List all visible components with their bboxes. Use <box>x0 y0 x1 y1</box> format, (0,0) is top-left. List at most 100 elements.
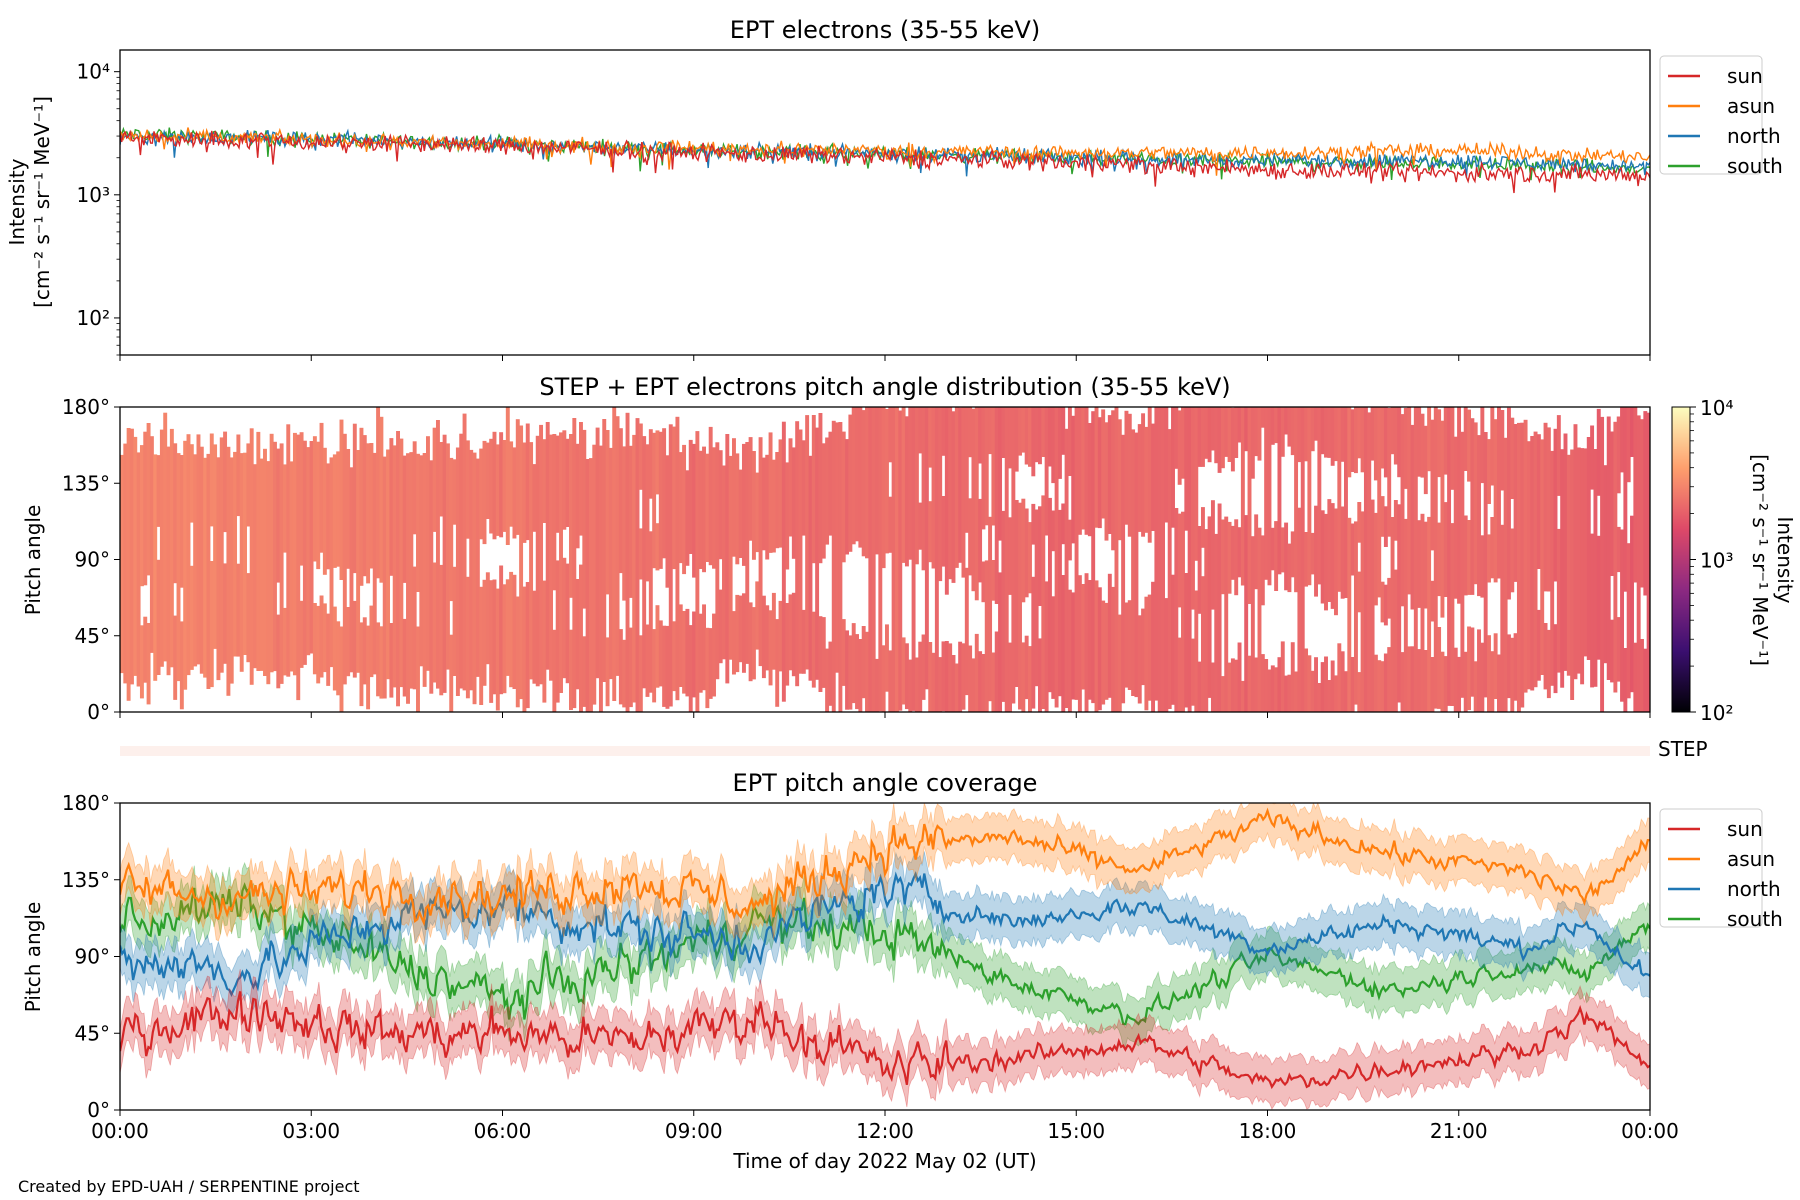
heatmap-cell <box>1157 407 1162 712</box>
series-sun-pitch-line <box>120 991 1650 1090</box>
heatmap-cell <box>362 617 367 685</box>
heatmap-cell <box>326 613 331 686</box>
heatmap-cell <box>831 420 836 712</box>
heatmap-cell <box>605 637 610 707</box>
heatmap-cell <box>1307 655 1312 712</box>
heatmap-cell <box>1403 407 1408 489</box>
heatmap-cell <box>1377 660 1382 712</box>
heatmap-cell <box>881 407 886 569</box>
heatmap-cell <box>1307 407 1312 586</box>
heatmap-cell <box>1513 424 1518 582</box>
heatmap-cell <box>1024 635 1029 700</box>
heatmap-cell <box>286 424 291 677</box>
heatmap-cell <box>928 407 933 468</box>
series-south-coverage-band <box>120 861 1650 1047</box>
heatmap-cell <box>665 455 670 588</box>
heatmap-cell <box>1337 643 1342 712</box>
heatmap-cell <box>1277 657 1282 712</box>
heatmap-cell <box>1131 429 1136 696</box>
heatmap-cell <box>269 433 274 673</box>
heatmap-cell <box>1177 513 1182 608</box>
heatmap-cell <box>206 453 211 689</box>
heatmap-cell <box>143 616 148 683</box>
heatmap-cell <box>978 498 983 583</box>
heatmap-cell <box>1177 410 1182 485</box>
heatmap-cell <box>818 616 823 692</box>
heatmap-cell <box>166 446 171 676</box>
heatmap-cell <box>332 606 337 691</box>
heatmap-cell <box>712 447 716 569</box>
heatmap-cell <box>1327 499 1332 602</box>
ytick-label: 10³ <box>77 183 110 207</box>
heatmap-cell <box>542 580 547 703</box>
heatmap-cell <box>1410 646 1415 712</box>
heatmap-cell <box>369 443 374 569</box>
heatmap-cell <box>781 421 786 702</box>
heatmap-cell <box>588 458 593 712</box>
heatmap-cell <box>974 407 979 601</box>
heatmap-cell <box>1220 519 1225 595</box>
heatmap-cell <box>146 423 151 576</box>
heatmap-cell <box>532 590 537 684</box>
heatmap-cell <box>156 455 161 527</box>
heatmap-cell <box>1457 656 1462 712</box>
heatmap-cell <box>1151 581 1156 712</box>
heatmap-cell <box>482 440 487 545</box>
heatmap-cell <box>745 442 750 664</box>
heatmap-cell <box>725 434 730 684</box>
heatmap-cell <box>1503 437 1508 712</box>
heatmap-cell <box>628 627 633 708</box>
heatmap-cell <box>1028 407 1032 467</box>
heatmap-cell <box>1510 528 1515 593</box>
heatmap-cell <box>1181 407 1185 479</box>
heatmap-cell <box>552 629 557 712</box>
heatmap-cell <box>1287 543 1292 593</box>
heatmap-cell <box>505 579 510 676</box>
heatmap-cell <box>525 423 530 541</box>
heatmap-cell <box>934 407 939 712</box>
heatmap-cell <box>1064 428 1069 708</box>
heatmap-cell <box>1643 648 1648 712</box>
heatmap-cell <box>1044 581 1049 712</box>
heatmap-cell <box>412 566 417 690</box>
heatmap-cell <box>1181 511 1185 712</box>
heatmap-cell <box>1314 505 1318 597</box>
heatmap-cell <box>1373 654 1378 712</box>
heatmap-cell <box>485 442 490 519</box>
heatmap-cell <box>432 427 437 532</box>
heatmap-cell <box>1217 407 1222 473</box>
heatmap-cell <box>402 455 407 583</box>
heatmap-cell <box>1373 512 1378 606</box>
heatmap-cell <box>432 562 437 683</box>
heatmap-cell <box>851 407 856 545</box>
heatmap-cell <box>1350 409 1355 472</box>
heatmap-cell <box>522 442 527 543</box>
heatmap-cell <box>219 437 224 673</box>
heatmap-cell <box>246 443 251 527</box>
heatmap-cell <box>1430 580 1435 622</box>
heatmap-cell <box>622 446 627 601</box>
heatmap-cell <box>1646 412 1650 712</box>
heatmap-cell <box>1111 586 1116 712</box>
heatmap-cell <box>1600 416 1605 712</box>
heatmap-cell <box>459 433 464 689</box>
heatmap-cell <box>1483 432 1488 698</box>
panel2-ylabel: Pitch angle <box>21 505 45 616</box>
heatmap-cell <box>954 407 959 568</box>
heatmap-cell <box>941 407 946 456</box>
heatmap-cell <box>555 435 560 533</box>
heatmap-cell <box>1280 527 1285 573</box>
heatmap-cell <box>133 436 138 676</box>
heatmap-cell <box>1383 653 1388 712</box>
heatmap-cell <box>1061 575 1066 712</box>
credit-footer: Created by EPD-UAH / SERPENTINE project <box>18 1177 360 1196</box>
panel3-title: EPT pitch angle coverage <box>733 769 1038 797</box>
heatmap-cell <box>775 619 780 707</box>
heatmap-cell <box>1523 419 1528 693</box>
heatmap-cell <box>366 625 371 710</box>
heatmap-cell <box>1310 407 1315 452</box>
heatmap-cell <box>376 407 381 579</box>
heatmap-cell <box>938 407 943 582</box>
heatmap-cell <box>1127 600 1132 690</box>
heatmap-cell <box>1204 407 1209 459</box>
